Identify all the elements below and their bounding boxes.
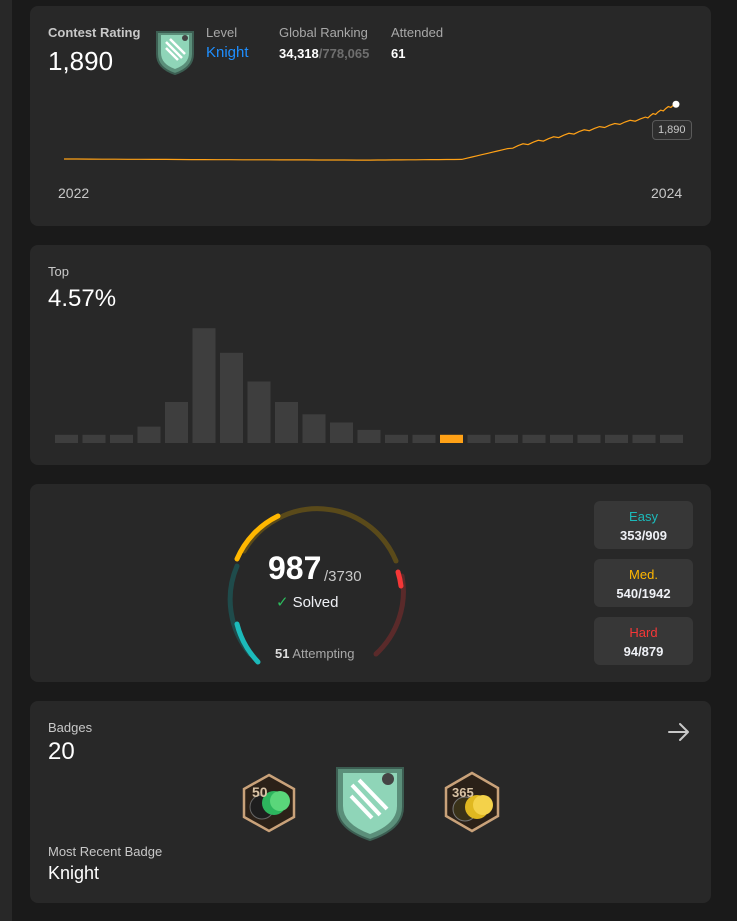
level-label: Level: [206, 25, 238, 40]
percentile-bar[interactable]: [412, 434, 436, 443]
badges-card: Badges 20 50 365 Most Recent Badge Knigh…: [30, 701, 711, 903]
percentile-bar[interactable]: [495, 434, 518, 443]
medium-fill-arc: [234, 513, 281, 562]
top-label: Top: [48, 264, 69, 279]
percentile-bar[interactable]: [605, 434, 628, 443]
percentile-bar[interactable]: [357, 429, 381, 443]
left-panel-edge: [0, 0, 12, 921]
percentile-bar[interactable]: [165, 402, 188, 443]
solved-count: 987: [268, 550, 322, 586]
attempting-status: 51 Attempting: [275, 646, 355, 661]
solved-progress-ring[interactable]: [30, 484, 711, 682]
percentile-bar[interactable]: [247, 381, 271, 444]
most-recent-badge-label: Most Recent Badge: [48, 844, 163, 859]
percentile-bar[interactable]: [385, 434, 408, 443]
arrow-right-icon[interactable]: [666, 719, 692, 745]
badge-50-days-icon[interactable]: 50: [240, 773, 298, 833]
difficulty-easy[interactable]: Easy 353/909: [594, 501, 693, 549]
percentile-bar[interactable]: [550, 434, 573, 443]
knight-shield-icon: [156, 31, 194, 76]
attended-value: 61: [391, 46, 406, 61]
percentile-bar[interactable]: [660, 434, 683, 443]
hard-fill-arc: [395, 569, 404, 589]
percentile-bar[interactable]: [137, 426, 161, 443]
difficulty-hard-label: Hard: [629, 625, 658, 640]
check-icon: ✓: [276, 594, 289, 611]
solved-status: ✓ Solved: [276, 593, 338, 611]
knight-badge-icon[interactable]: [332, 763, 408, 843]
percentile-bar[interactable]: [275, 402, 298, 443]
percentile-bar-current[interactable]: [440, 434, 463, 443]
chart-year-start: 2022: [58, 185, 90, 201]
contest-rating-value: 1,890: [48, 46, 114, 76]
svg-text:365: 365: [452, 785, 474, 800]
solved-label: Solved: [292, 594, 339, 611]
rating-line: [64, 103, 677, 161]
global-ranking-value: 34,318/778,065: [279, 46, 369, 61]
percentile-bar[interactable]: [55, 434, 78, 443]
percentile-bar[interactable]: [302, 414, 326, 443]
percentile-bar[interactable]: [220, 352, 243, 443]
difficulty-medium-label: Med.: [629, 567, 658, 582]
badge-365-days-icon[interactable]: 365: [442, 771, 502, 833]
difficulty-easy-label: Easy: [629, 509, 658, 524]
percentile-bar[interactable]: [330, 422, 353, 444]
attended-label: Attended: [391, 25, 444, 40]
difficulty-hard[interactable]: Hard 94/879: [594, 617, 693, 665]
easy-fill-arc: [234, 621, 261, 665]
medium-track-arc: [241, 506, 399, 564]
rating-current-point: [672, 100, 680, 108]
percentile-bar[interactable]: [110, 434, 133, 443]
difficulty-easy-value: 353/909: [620, 528, 667, 543]
percentile-bar[interactable]: [522, 434, 546, 443]
solved-total: /3730: [324, 568, 362, 585]
percentile-bar[interactable]: [632, 434, 656, 443]
difficulty-medium[interactable]: Med. 540/1942: [594, 559, 693, 607]
difficulty-medium-value: 540/1942: [616, 586, 671, 601]
global-ranking-number: 34,318: [279, 46, 319, 61]
rating-chart[interactable]: [30, 6, 711, 226]
difficulty-hard-value: 94/879: [623, 644, 664, 659]
chart-year-end: 2024: [651, 185, 683, 201]
badges-count: 20: [48, 738, 75, 765]
global-ranking-total: /778,065: [318, 46, 370, 61]
percentile-bar[interactable]: [577, 434, 601, 443]
svg-text:50: 50: [252, 784, 268, 800]
top-value: 4.57%: [48, 285, 117, 312]
solved-problems-card: 987 /3730 ✓ Solved 51 Attempting Easy 353…: [30, 484, 711, 682]
level-value: Knight: [206, 44, 249, 61]
percentile-bar-chart[interactable]: [30, 245, 711, 465]
attempting-label: Attempting: [292, 646, 355, 661]
attempting-count: 51: [275, 646, 290, 661]
global-ranking-label: Global Ranking: [279, 25, 368, 40]
badges-label: Badges: [48, 720, 93, 735]
most-recent-badge-value: Knight: [48, 863, 100, 883]
percentile-bar[interactable]: [467, 434, 491, 443]
contest-rating-label: Contest Rating: [48, 25, 141, 40]
contest-rating-card: Contest Rating 1,890 Level Knight Global…: [30, 6, 711, 226]
percentile-bar[interactable]: [192, 328, 216, 443]
percentile-bar[interactable]: [82, 434, 106, 443]
rating-tooltip: 1,890: [652, 120, 692, 140]
easy-track-arc: [227, 563, 253, 657]
top-percentile-card: Top 4.57%: [30, 245, 711, 465]
